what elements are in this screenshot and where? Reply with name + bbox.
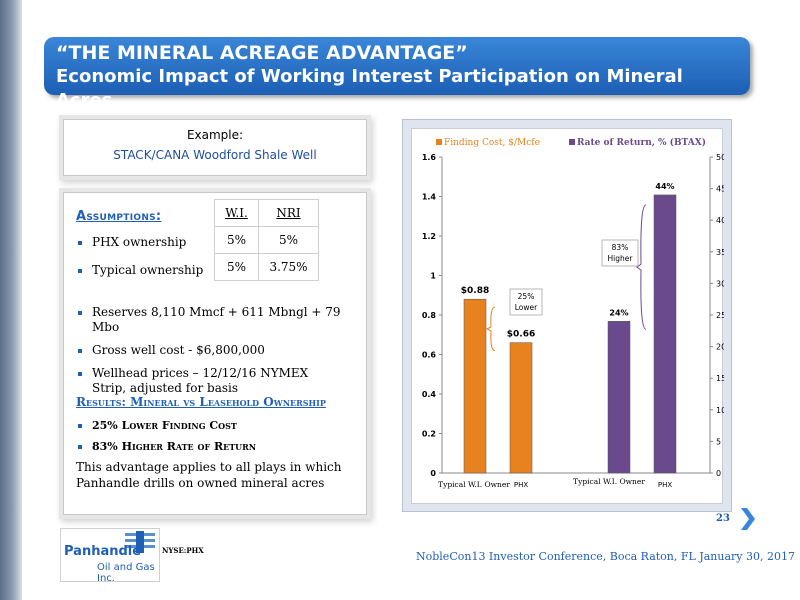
callout-text: Higher: [608, 254, 634, 263]
bullet-icon: [78, 349, 82, 353]
bullet-icon: [78, 372, 82, 376]
finding-cost-bar: [463, 298, 487, 474]
category-label: Typical W.I. Owner: [573, 477, 645, 486]
logo-name: Panhandle: [64, 544, 142, 559]
list-item: 83% Higher Rate of Return: [78, 440, 256, 453]
chevron-right-icon: [741, 508, 755, 530]
callout-box-lower: [509, 288, 543, 316]
ownership-table: W.I. NRI 5% 5% 5% 3.75%: [214, 199, 319, 281]
right-tick-label: 25: [716, 311, 724, 320]
chart-panel: 0 0.2 0.4 0.6 0.8 1 1.2 1.4 1.6 0 5 10 15 20 25 30 35 40 4…: [402, 119, 732, 512]
phx-ownership-label: PHX ownership: [92, 235, 187, 249]
data-label: 44%: [655, 182, 674, 191]
callout-bracket: [485, 306, 496, 352]
left-tick-label: 0.4: [422, 390, 437, 399]
right-tick-label: 40: [716, 216, 724, 225]
right-tick-label: 20: [716, 343, 724, 352]
results-list: 25% Lower Finding Cost 83% Higher Rate o…: [78, 419, 256, 461]
left-tick-label: 0.6: [422, 351, 437, 360]
callout-text: 83%: [612, 243, 629, 252]
logo-sub: Oil and Gas Inc.: [97, 562, 155, 584]
data-label: 24%: [609, 308, 628, 317]
assumptions-title: Assumptions:: [76, 209, 161, 224]
bar-chart: 0 0.2 0.4 0.6 0.8 1 1.2 1.4 1.6 0 5 10 15 20 25 30 35 40 4…: [422, 137, 726, 489]
left-tick-label: 0: [430, 469, 436, 478]
col-wi-header: W.I.: [214, 199, 259, 227]
col-nri-header: NRI: [258, 199, 319, 227]
left-tick-label: 1: [430, 272, 436, 281]
bullet-icon: [78, 311, 82, 315]
wellhead-prices-text: Wellhead prices – 12/12/16 NYMEX Strip, …: [92, 366, 309, 395]
bullet-icon: [78, 240, 82, 245]
slide-subtitle: Economic Impact of Working Interest Part…: [56, 66, 683, 111]
advantage-text: This advantage applies to all plays in w…: [76, 460, 342, 490]
typical-wi: 5%: [214, 253, 259, 281]
bullet-icon: [78, 424, 82, 428]
bullet-icon: [78, 268, 82, 273]
finding-cost-bar: [509, 342, 533, 474]
legend-rate-of-return: Rate of Return, % (BTAX): [577, 137, 706, 148]
category-label: PHX: [514, 481, 528, 489]
assumptions-title-text: Assumptions:: [76, 209, 162, 224]
list-item: Reserves 8,110 Mmcf + 611 Mbngl + 79 Mbo: [78, 305, 366, 335]
ticker-symbol: NYSE:PHX: [162, 546, 204, 555]
right-tick-label: 5: [716, 437, 721, 446]
category-label: Typical W.I. Owner: [438, 480, 510, 489]
right-tick-label: 30: [716, 279, 724, 288]
logo-mark-icon: [125, 531, 155, 553]
legend-swatch-finding-cost: [436, 139, 442, 145]
results-title: Results: Mineral vs Leasehold Ownership: [76, 395, 326, 409]
company-logo: Panhandle Oil and Gas Inc.: [60, 528, 160, 584]
typical-ownership-row: Typical ownership: [78, 263, 203, 277]
right-tick-label: 35: [716, 248, 724, 257]
well-cost-text: Gross well cost - $6,800,000: [92, 343, 265, 357]
left-decorative-strip: [0, 0, 22, 600]
list-item: Wellhead prices – 12/12/16 NYMEX Strip, …: [78, 366, 328, 396]
assumption-bullets: Reserves 8,110 Mmcf + 611 Mbngl + 79 Mbo…: [78, 305, 366, 404]
data-label: $0.66: [507, 330, 535, 340]
typical-nri: 3.75%: [258, 253, 319, 281]
left-tick-label: 0.2: [422, 430, 436, 439]
reserves-text: Reserves 8,110 Mmcf + 611 Mbngl + 79 Mbo: [92, 305, 341, 334]
rate-of-return-bar: [607, 321, 631, 474]
legend-finding-cost: Finding Cost, $/Mcfe: [444, 138, 540, 148]
right-tick-label: 50: [716, 153, 724, 162]
left-tick-label: 1.6: [422, 153, 437, 162]
list-item: 25% Lower Finding Cost: [78, 419, 256, 432]
phx-ownership-row: PHX ownership: [78, 235, 186, 249]
result-lower-cost: 25% Lower Finding Cost: [92, 419, 237, 432]
callout-text: 25%: [518, 292, 535, 301]
footer-conference: NobleCon13 Investor Conference, Boca Rat…: [416, 550, 795, 563]
example-label: Example:: [186, 128, 244, 142]
left-tick-label: 1.4: [422, 193, 437, 202]
typical-ownership-label: Typical ownership: [92, 263, 204, 277]
right-tick-label: 15: [716, 374, 724, 383]
category-label: PHX: [658, 481, 672, 489]
example-well: STACK/CANA Woodford Shale Well: [113, 148, 317, 162]
legend-swatch-rate-of-return: [569, 139, 575, 145]
callout-bracket: [636, 204, 647, 330]
rate-of-return-bar: [653, 194, 677, 474]
list-item: Gross well cost - $6,800,000: [78, 343, 366, 358]
slide-title: “THE MINERAL ACREAGE ADVANTAGE”: [56, 42, 468, 64]
title-banner: “THE MINERAL ACREAGE ADVANTAGE” Economic…: [44, 37, 750, 111]
left-tick-label: 0.8: [422, 311, 437, 320]
example-box: Example: STACK/CANA Woodford Shale Well: [63, 119, 367, 176]
result-higher-return: 83% Higher Rate of Return: [92, 440, 257, 453]
phx-nri: 5%: [258, 226, 319, 254]
left-tick-label: 1.2: [422, 232, 436, 241]
assumptions-box: Assumptions: W.I. NRI 5% 5% 5% 3.75% PHX…: [63, 192, 367, 515]
page-number: 23: [716, 513, 730, 524]
data-label: $0.88: [461, 286, 489, 296]
callout-text: Lower: [515, 303, 538, 312]
right-tick-label: 10: [716, 406, 724, 415]
right-tick-label: 45: [716, 185, 724, 194]
phx-wi: 5%: [214, 226, 259, 254]
results-title-text: Results: Mineral vs Leasehold Ownership: [76, 395, 326, 409]
right-tick-label: 0: [716, 469, 721, 478]
chart-area: 0 0.2 0.4 0.6 0.8 1 1.2 1.4 1.6 0 5 10 15 20 25 30 35 40 4…: [411, 128, 726, 504]
callout-box-higher: [601, 239, 639, 267]
bullet-icon: [78, 445, 82, 449]
